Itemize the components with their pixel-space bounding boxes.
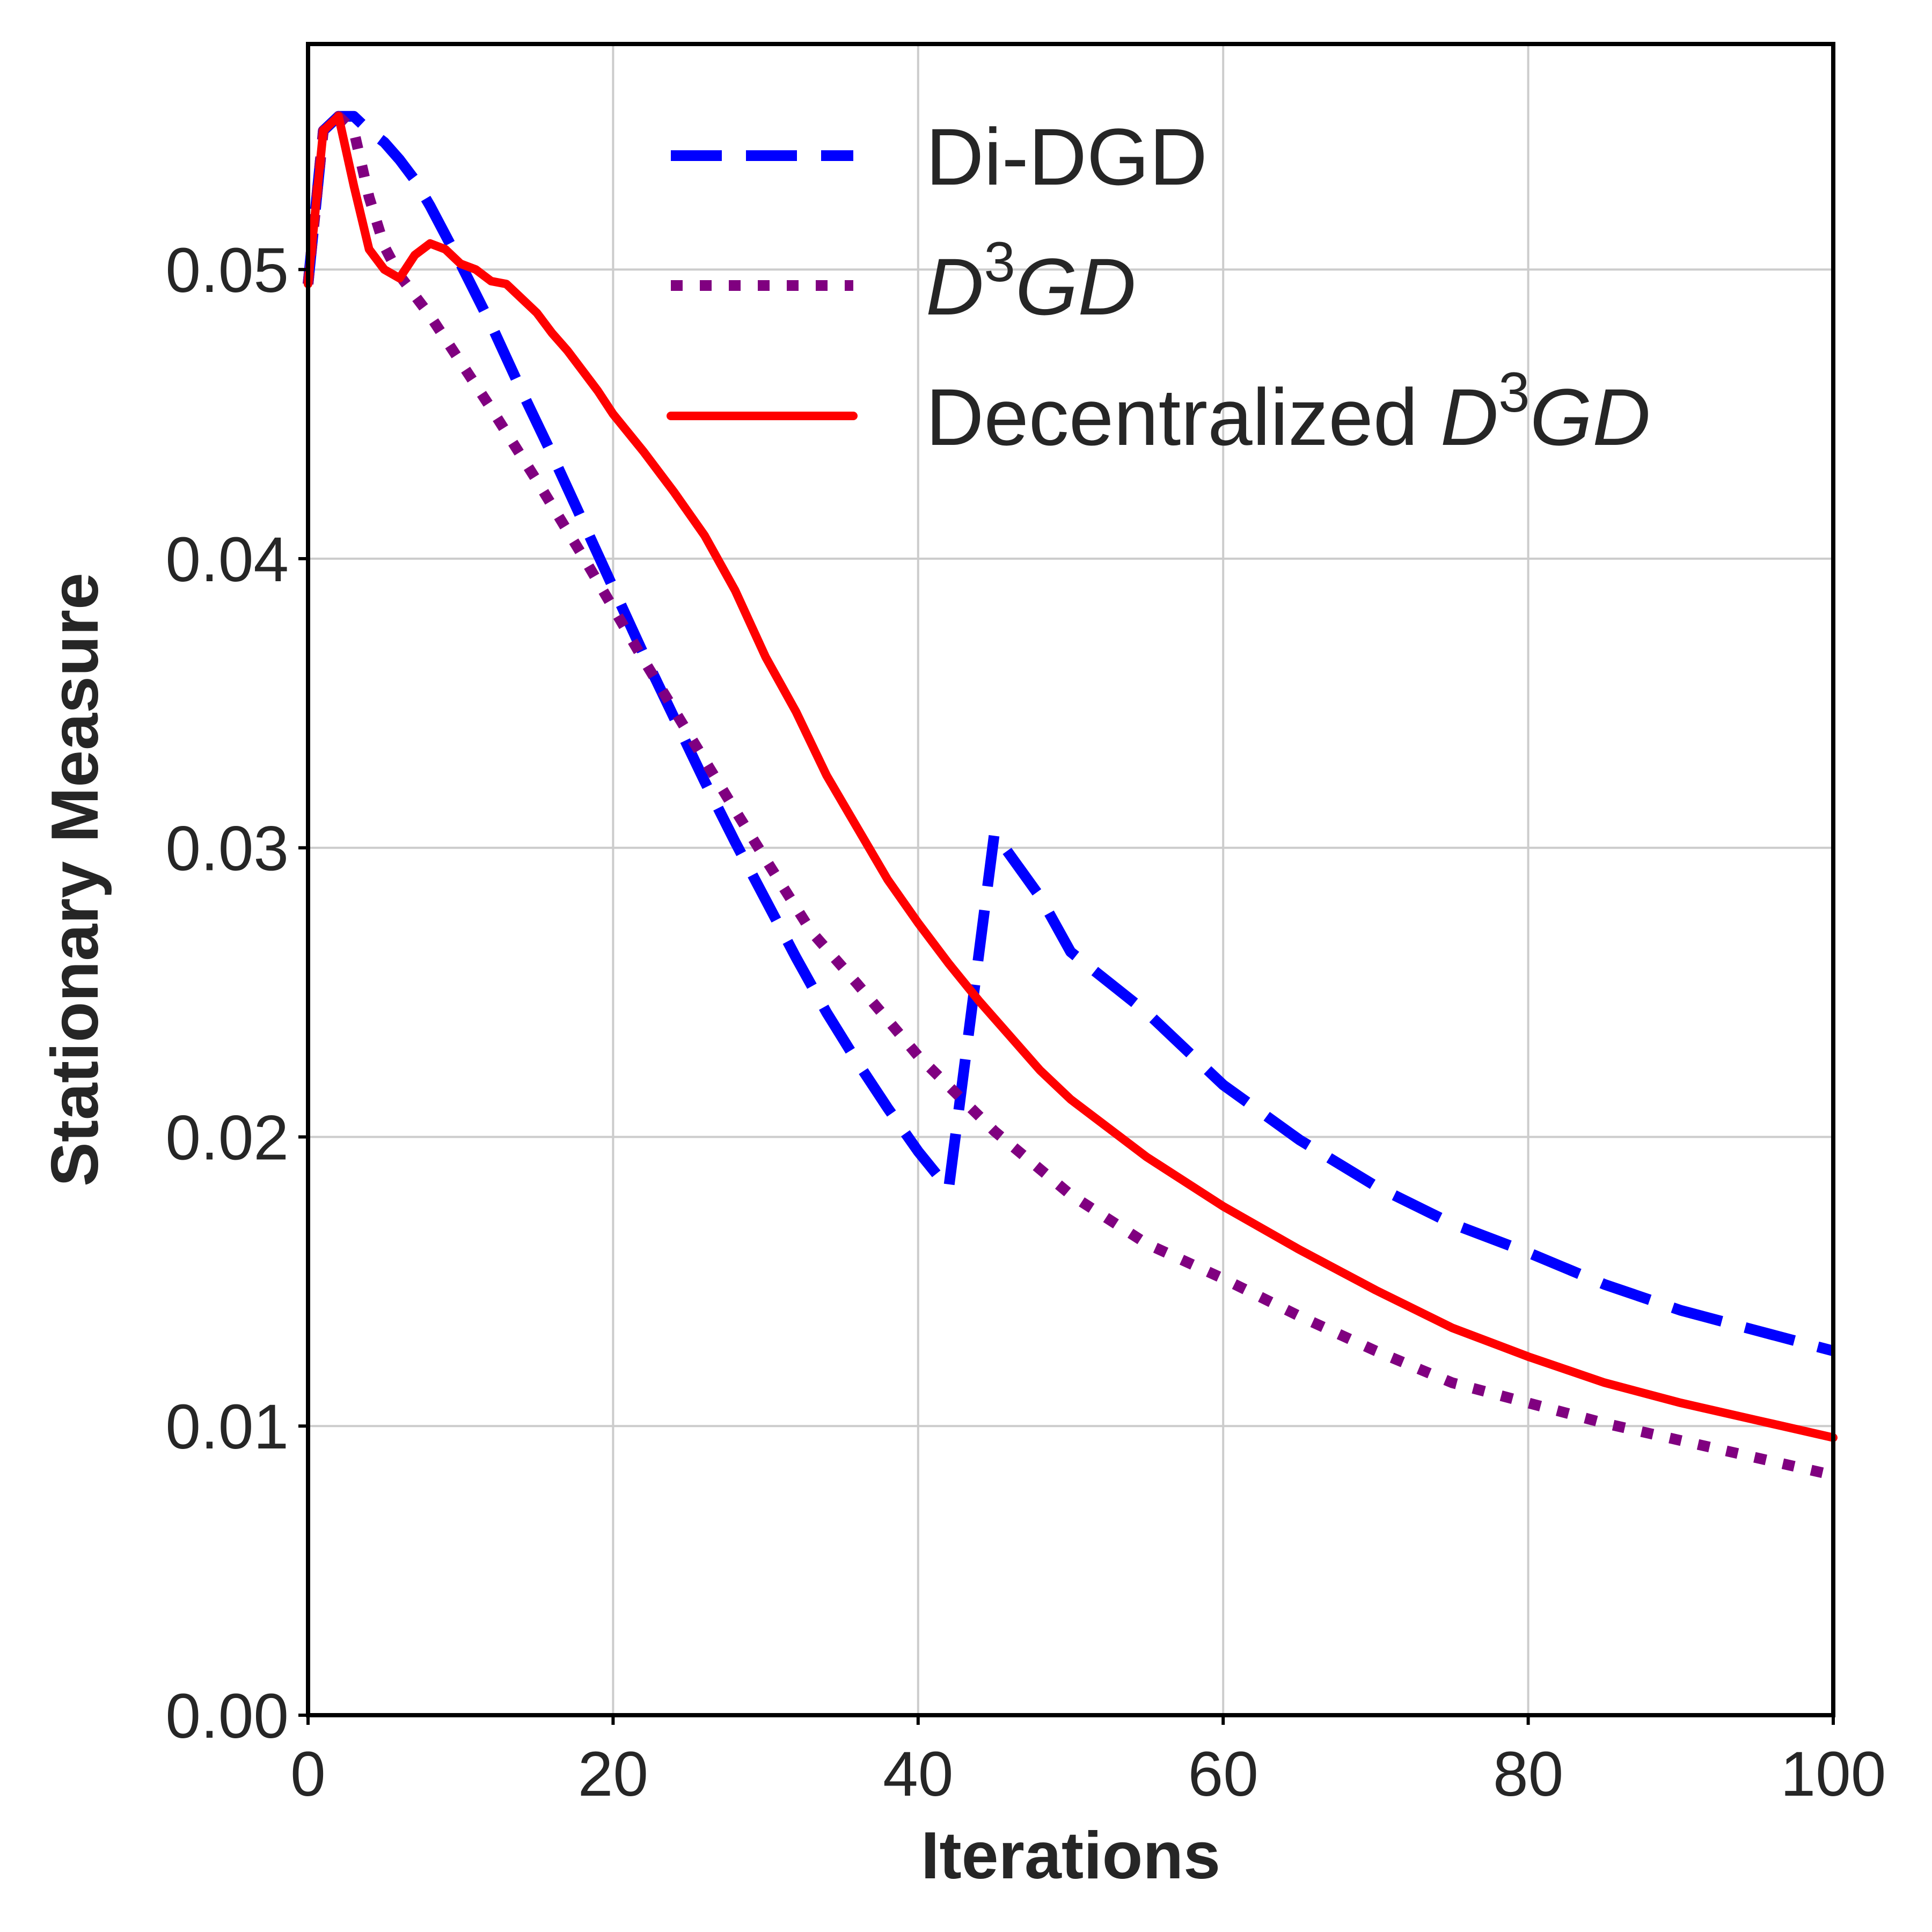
x-axis-title: Iterations: [921, 1819, 1220, 1893]
x-tick-label: 20: [578, 1739, 648, 1810]
y-axis-title: Stationary Measure: [38, 573, 112, 1187]
axis-ticks: 0 20 40 60 80 100 0.00 0.01 0.02 0.03 0.04 0.05: [165, 235, 1886, 1810]
legend-math-superscript: 3: [984, 231, 1015, 294]
y-tick-label: 0.03: [165, 814, 289, 884]
legend-label-d3gd: D3GD: [926, 231, 1136, 332]
y-tick-label: 0.02: [165, 1102, 289, 1173]
x-tick-label: 40: [883, 1739, 953, 1810]
legend-math-base: D: [1440, 372, 1498, 462]
y-tick-label: 0.05: [165, 235, 289, 306]
plot-frame: [306, 42, 1835, 1717]
legend-math-base: D: [926, 241, 984, 332]
series-line-decentralized-d3gd: [304, 112, 1838, 1442]
y-tick-label: 0.01: [165, 1392, 289, 1462]
legend-label-text: Decentralized: [926, 372, 1440, 462]
y-tick-label: 0.00: [165, 1681, 289, 1752]
legend-label-decentralized-d3gd: Decentralized D3GD: [926, 361, 1651, 462]
series-line-d3gd: [303, 111, 1835, 1481]
legend-math-superscript: 3: [1498, 361, 1529, 424]
x-tick-label: 60: [1188, 1739, 1258, 1810]
legend-label-di-dgd: Di-DGD: [926, 112, 1208, 202]
series-line-di-dgd: [303, 111, 1835, 1356]
y-tick-label: 0.04: [165, 524, 289, 595]
legend-math-rest: GD: [1015, 241, 1136, 332]
series-layer: [303, 111, 1838, 1481]
legend-math-rest: GD: [1530, 372, 1651, 462]
x-tick-label: 80: [1493, 1739, 1563, 1810]
x-tick-label: 100: [1781, 1739, 1886, 1810]
grid: [307, 44, 1834, 1716]
x-tick-label: 0: [290, 1739, 326, 1810]
legend-label-text: Di-DGD: [926, 112, 1208, 202]
